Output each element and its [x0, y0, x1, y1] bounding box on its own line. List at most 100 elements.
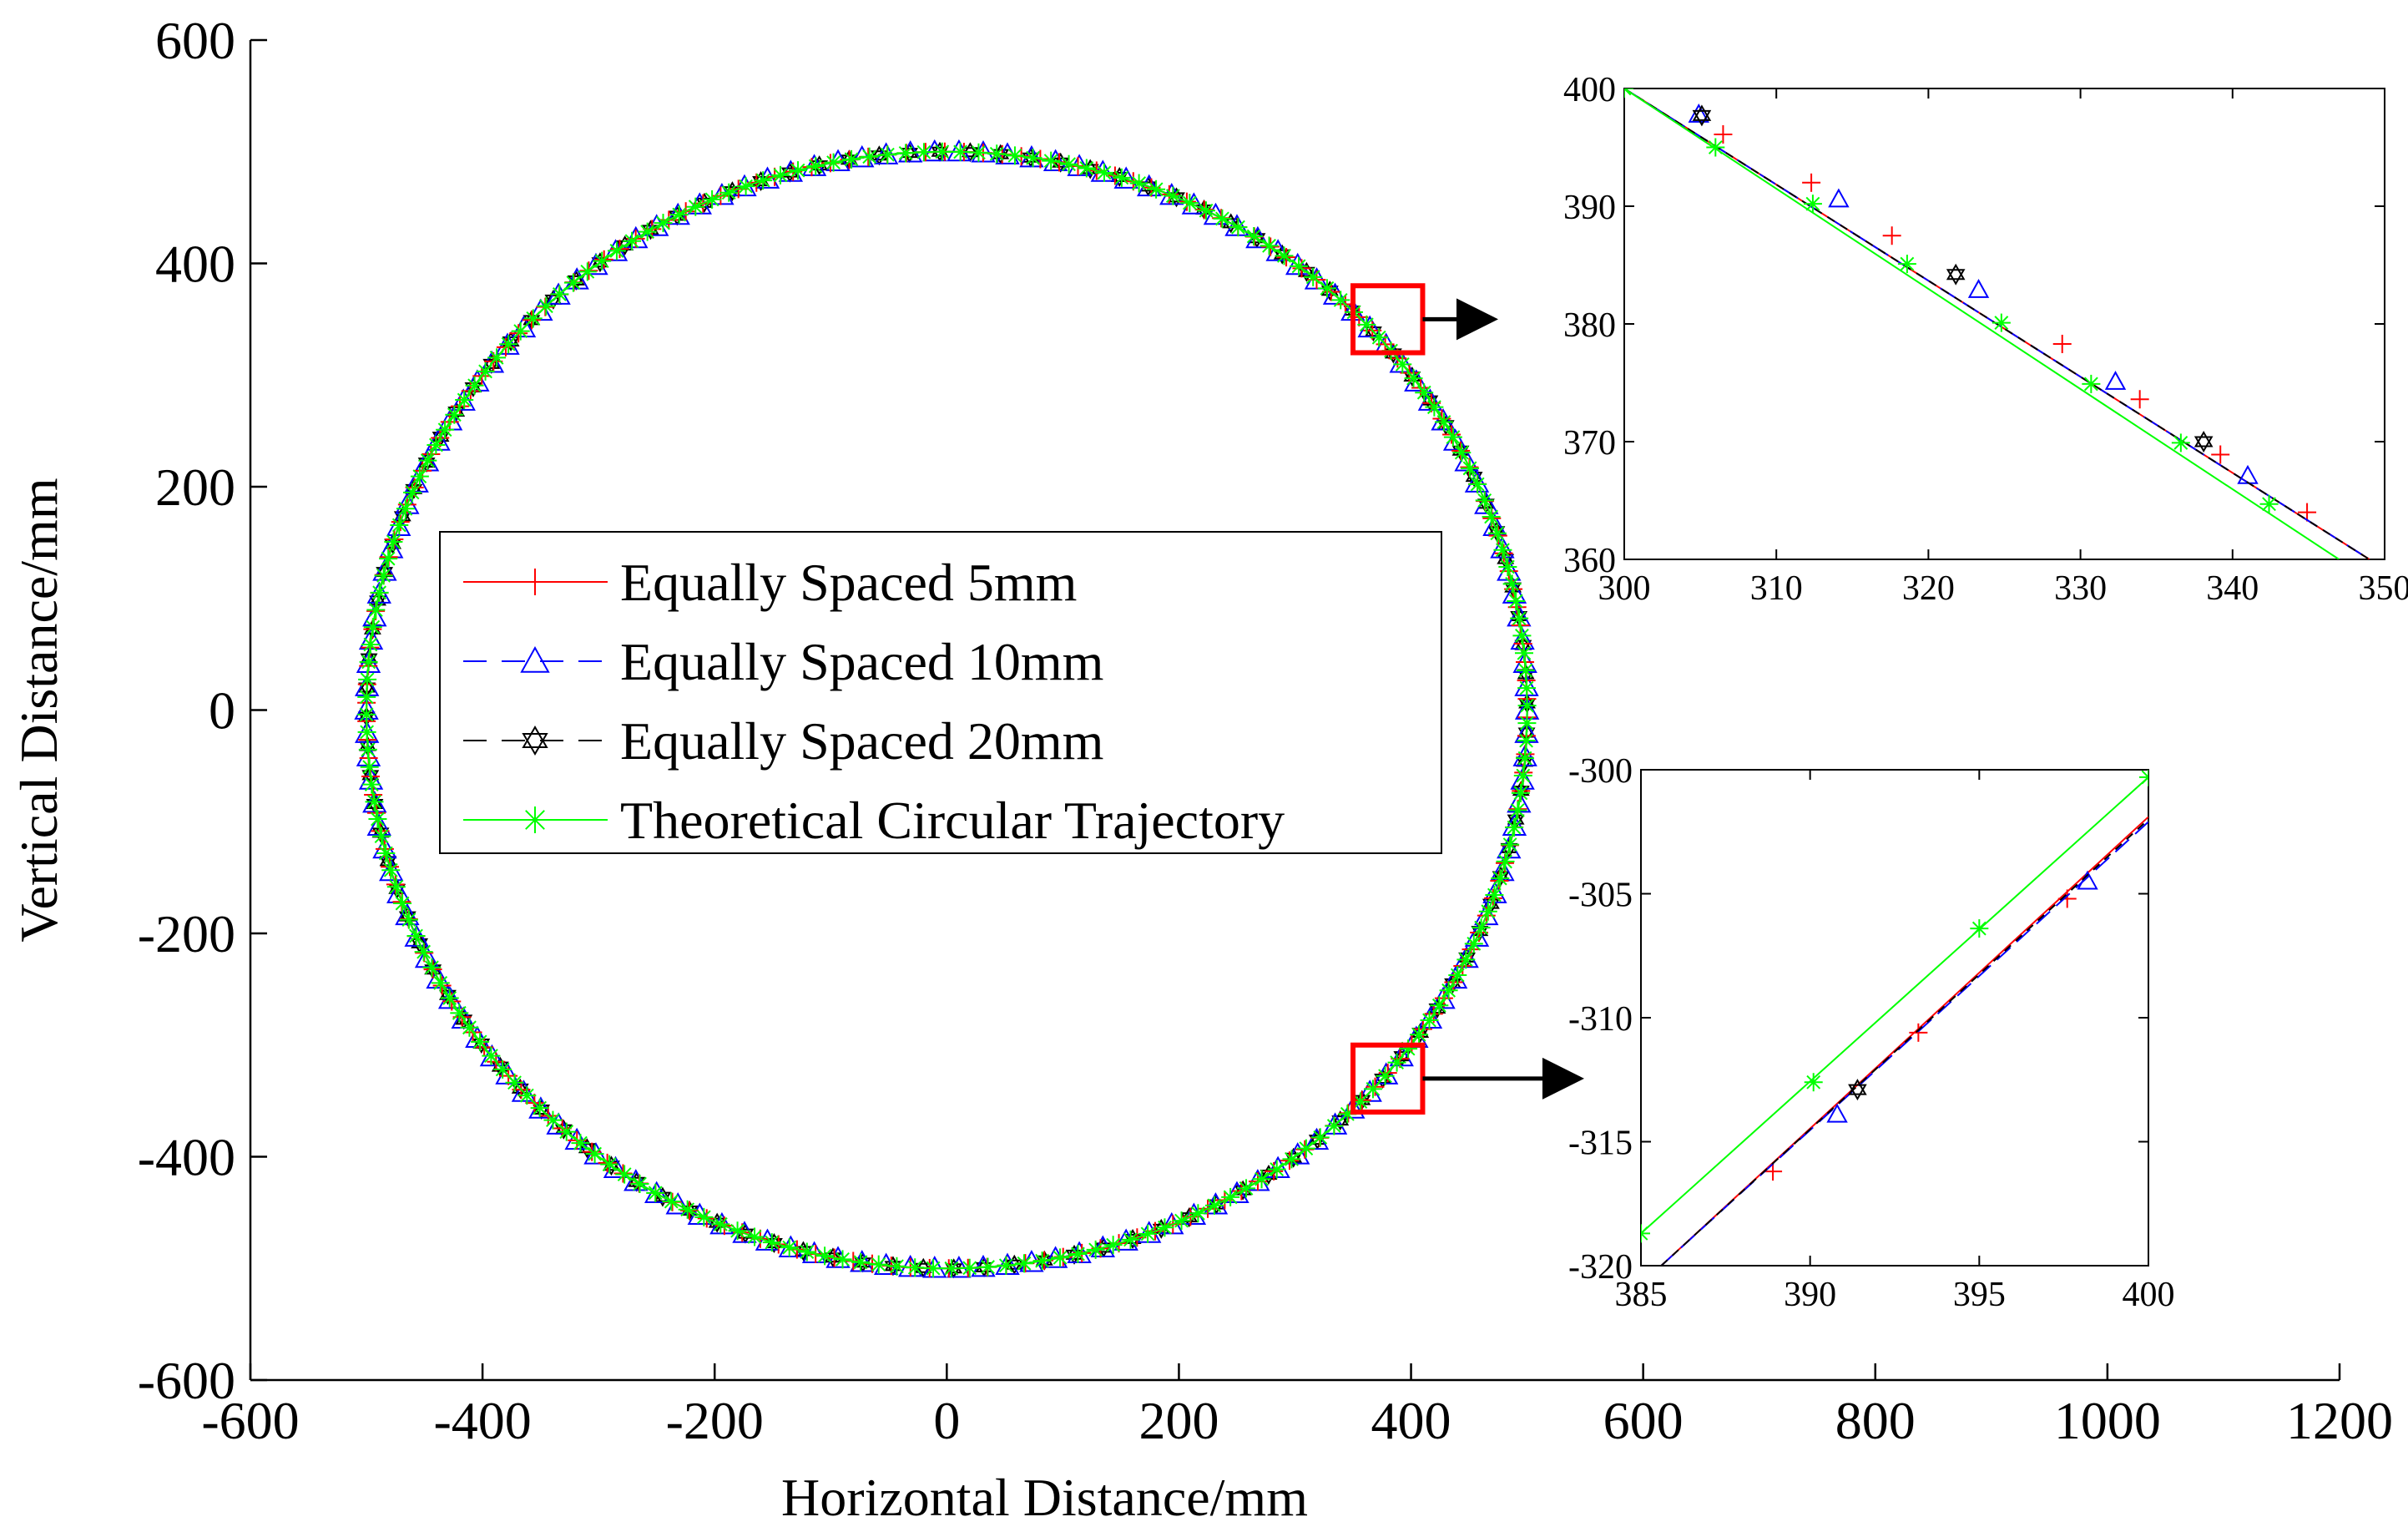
- trajectory-marker: [1461, 458, 1480, 478]
- trajectory-marker: [1244, 227, 1264, 246]
- legend-entry: Theoretical Circular Trajectory: [463, 791, 1285, 850]
- trajectory-marker: [1510, 767, 1535, 790]
- legend-entry: Equally Spaced 5mm: [463, 553, 1077, 612]
- trajectory-marker: [1399, 1039, 1418, 1059]
- inset-x-tick-label: 390: [1784, 1276, 1836, 1314]
- trajectory-marker: [431, 973, 450, 993]
- inset-y-tick-label: -310: [1568, 1000, 1633, 1039]
- trajectory-marker: [960, 1258, 979, 1277]
- trajectory-marker: [511, 1078, 529, 1099]
- trajectory-marker: [1005, 146, 1024, 165]
- trajectory-marker: [630, 1174, 649, 1193]
- trajectory-marker: [1189, 1204, 1208, 1223]
- trajectory-marker: [1517, 731, 1536, 751]
- trajectory-marker: [1510, 609, 1529, 628]
- inset-marker: [1882, 226, 1901, 245]
- inset-bottom-plot: 385 390 395 400 -320 -315 -310 -305 -300: [1568, 752, 2175, 1314]
- trajectory-marker: [1516, 749, 1535, 768]
- y-tick-label: -200: [138, 904, 235, 963]
- inset-x-tick-label: 350: [2359, 569, 2408, 608]
- trajectory-marker: [505, 1073, 524, 1092]
- trajectory-marker: [941, 1259, 961, 1278]
- trajectory-marker: [951, 142, 970, 161]
- inset-marker: [1714, 124, 1733, 144]
- inset-marker: [2171, 433, 2190, 453]
- trajectory-marker: [662, 1192, 681, 1211]
- trajectory-marker: [1514, 644, 1533, 663]
- inset-x-tick-label: 395: [1953, 1276, 2006, 1314]
- trajectory-marker: [543, 1110, 563, 1130]
- trajectory-marker: [906, 1258, 925, 1277]
- trajectory-marker: [482, 1046, 501, 1065]
- trajectory-marker: [1086, 1240, 1105, 1259]
- trajectory-marker: [686, 197, 705, 216]
- legend-marker: [522, 806, 548, 833]
- trajectory-marker: [924, 1259, 943, 1278]
- trajectory-marker: [1325, 1116, 1344, 1135]
- trajectory-marker: [932, 142, 952, 161]
- main-plot: -600 -400 -200 0 200 400 600 800 1000 1200 -600 -40…: [9, 11, 2393, 1527]
- inset-series-group: [1641, 770, 2148, 1266]
- inset-series-group: [1624, 88, 2370, 559]
- trajectory-marker: [1439, 981, 1458, 1000]
- inset-marker: [2104, 371, 2127, 390]
- inset-marker: [1826, 1103, 1848, 1123]
- inset-x-tick-label: 385: [1615, 1276, 1668, 1314]
- trajectory-marker: [357, 722, 376, 741]
- trajectory-marker: [414, 943, 433, 962]
- trajectory-marker: [362, 775, 381, 794]
- trajectory-marker: [399, 910, 418, 929]
- trajectory-marker: [1267, 1160, 1286, 1179]
- trajectory-marker: [1260, 236, 1279, 255]
- trajectory-marker: [1237, 1179, 1256, 1198]
- legend-entry: Equally Spaced 20mm: [463, 711, 1103, 771]
- trajectory-marker: [357, 705, 376, 724]
- trajectory-marker: [368, 810, 387, 829]
- trajectory-marker: [878, 145, 897, 164]
- trajectory-marker: [422, 958, 442, 977]
- legend-marker: [520, 645, 550, 673]
- inset-y-tick-label: 400: [1563, 71, 1616, 109]
- trajectory-marker: [1138, 1224, 1158, 1243]
- trajectory-marker: [1456, 950, 1476, 969]
- trajectory-marker: [563, 273, 583, 292]
- trajectory-marker: [997, 1256, 1016, 1275]
- trajectory-marker: [403, 483, 422, 502]
- inset-y-tick-label: 360: [1563, 542, 1616, 580]
- trajectory-marker: [736, 177, 755, 196]
- y-tick-label: -600: [138, 1351, 235, 1410]
- trajectory-marker: [379, 549, 398, 569]
- trajectory-marker: [1393, 355, 1412, 374]
- inset-marker: [1909, 1023, 1928, 1042]
- trajectory-marker: [1290, 256, 1309, 276]
- trajectory-marker: [1508, 801, 1527, 820]
- trajectory-marker: [1517, 714, 1537, 733]
- y-tick-label: 200: [155, 458, 235, 517]
- trajectory-marker: [426, 428, 451, 451]
- trajectory-marker: [719, 183, 739, 202]
- trajectory-marker: [1014, 1254, 1033, 1273]
- trajectory-marker: [754, 171, 773, 190]
- trajectory-marker: [1357, 315, 1376, 334]
- trajectory-marker: [1468, 475, 1487, 494]
- callouts: [1422, 298, 1584, 1100]
- trajectory-marker: [1363, 1079, 1382, 1099]
- trajectory-marker: [1434, 412, 1453, 432]
- trajectory-marker: [1493, 540, 1512, 559]
- trajectory-marker: [427, 436, 446, 455]
- trajectory-marker: [789, 161, 808, 180]
- trajectory-marker: [455, 391, 474, 410]
- x-tick-label: 400: [1371, 1391, 1451, 1450]
- trajectory-marker: [1180, 194, 1199, 213]
- trajectory-marker: [1282, 1150, 1301, 1169]
- trajectory-marker: [1443, 427, 1462, 447]
- trajectory-marker: [887, 1256, 906, 1276]
- trajectory-marker: [436, 420, 455, 439]
- trajectory-marker: [1482, 507, 1501, 526]
- inset-series-line: [1660, 818, 2148, 1266]
- trajectory-marker: [1331, 291, 1350, 310]
- trajectory-marker: [638, 222, 657, 241]
- trajectory-marker: [1389, 351, 1414, 373]
- trajectory-marker: [511, 321, 530, 341]
- inset-marker: [1992, 313, 2011, 332]
